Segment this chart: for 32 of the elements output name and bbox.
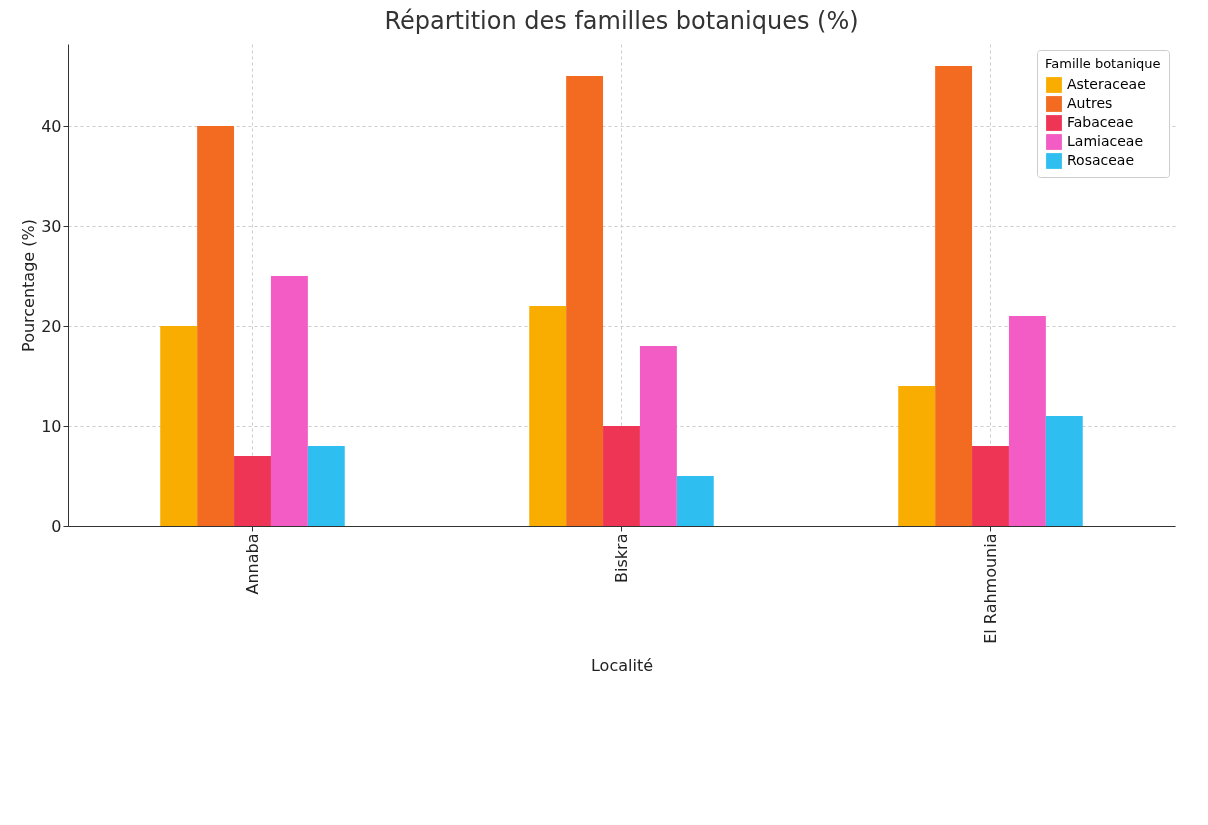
legend-label: Rosaceae bbox=[1067, 152, 1135, 168]
bar bbox=[160, 326, 198, 526]
bar bbox=[307, 446, 345, 526]
chart-title: Répartition des familles botaniques (%) bbox=[384, 7, 859, 35]
y-tick-label: 30 bbox=[41, 216, 62, 236]
bar bbox=[197, 126, 235, 526]
x-tick-label: El Rahmounia bbox=[980, 533, 1000, 644]
bar bbox=[1045, 416, 1083, 526]
bar bbox=[935, 66, 973, 526]
legend-label: Asteraceae bbox=[1067, 76, 1146, 92]
y-axis-title: Pourcentage (%) bbox=[19, 219, 39, 352]
bar bbox=[566, 76, 604, 526]
legend-label: Lamiaceae bbox=[1067, 133, 1143, 149]
x-tick-label: Biskra bbox=[611, 533, 631, 583]
bar bbox=[676, 476, 714, 526]
bar bbox=[1008, 316, 1046, 526]
legend-label: Fabaceae bbox=[1067, 114, 1134, 130]
bar bbox=[270, 276, 308, 526]
bar bbox=[603, 426, 640, 526]
y-tick-label: 0 bbox=[51, 516, 62, 536]
legend-title: Famille botanique bbox=[1045, 56, 1161, 71]
bar bbox=[972, 446, 1009, 526]
legend-label: Autres bbox=[1067, 95, 1113, 111]
x-axis-title: Localité bbox=[590, 655, 654, 675]
y-tick-label: 10 bbox=[41, 416, 62, 436]
y-tick-label: 40 bbox=[41, 116, 62, 136]
y-tick-label: 20 bbox=[41, 316, 62, 336]
bar bbox=[234, 456, 271, 526]
x-tick-label: Annaba bbox=[242, 533, 262, 595]
bar bbox=[529, 306, 567, 526]
bar bbox=[639, 346, 677, 526]
bar bbox=[898, 386, 936, 526]
